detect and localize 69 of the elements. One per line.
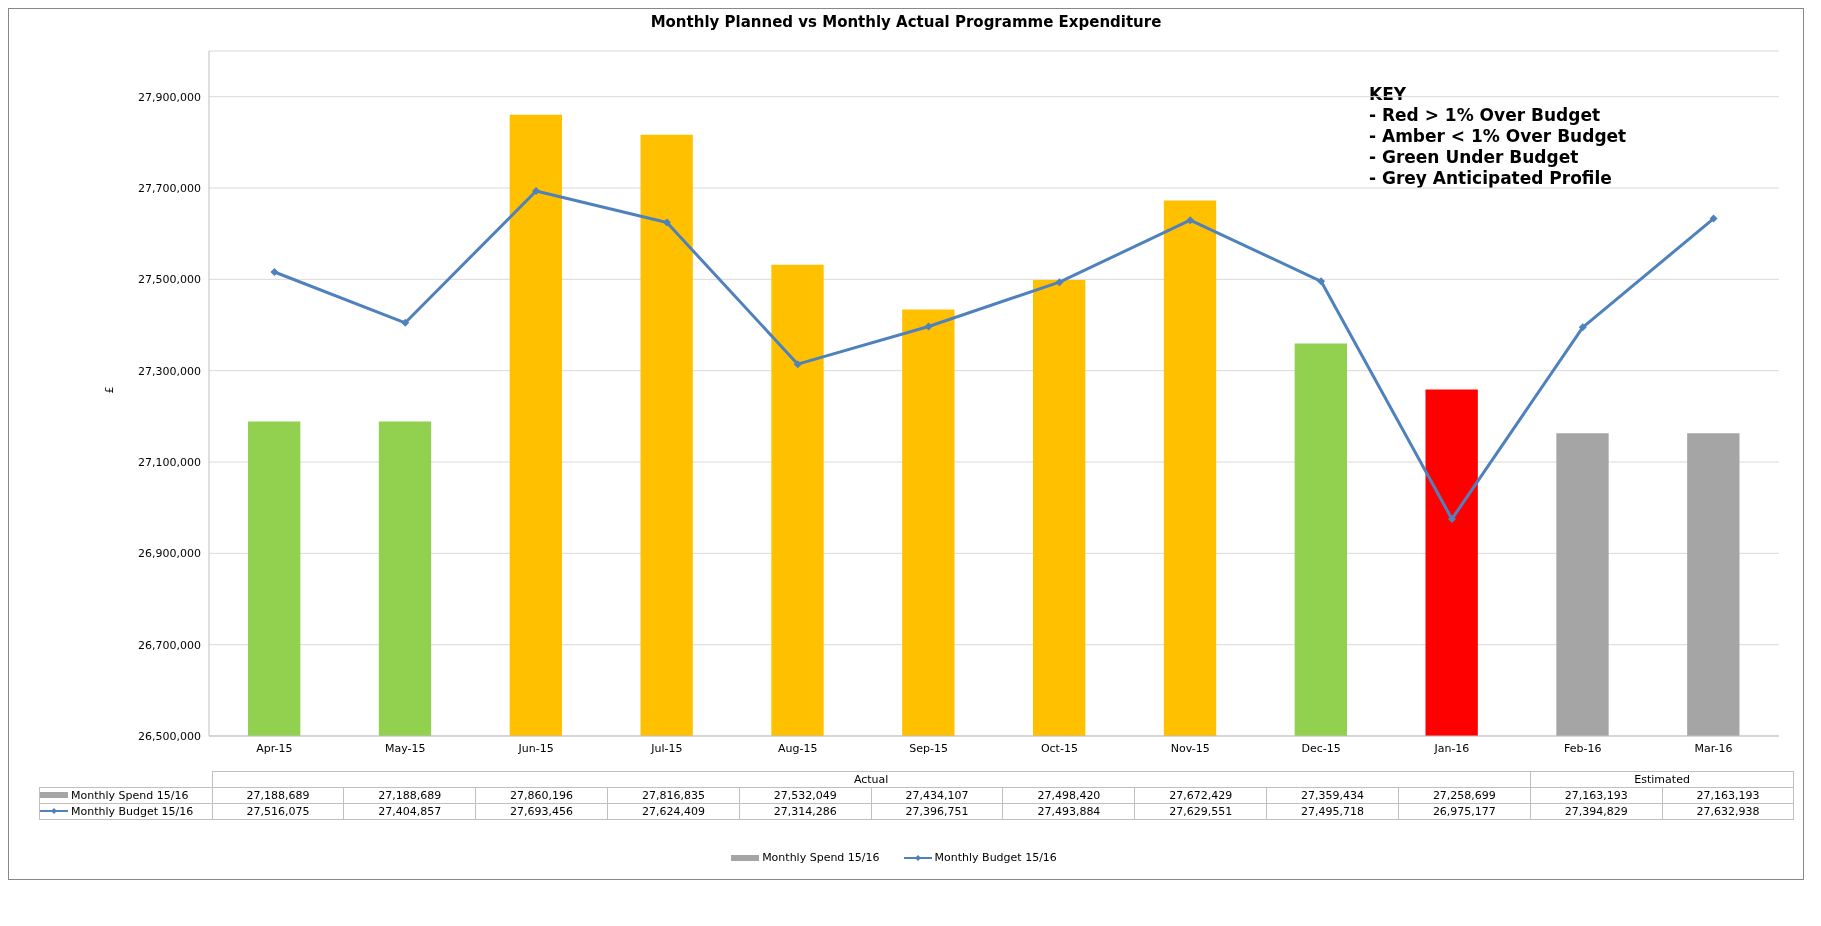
x-tick-label: Nov-15 (1170, 741, 1210, 755)
data-label: 27,188,689 (343, 787, 476, 804)
annotation: - Grey Anticipated Profile (1369, 168, 1613, 189)
x-tick-label: Apr-15 (256, 741, 293, 755)
data-label: 27,359,434 (1266, 787, 1399, 804)
point (1317, 277, 1326, 286)
x-tick-label: Jul-15 (650, 741, 683, 755)
annotation: - Amber < 1% Over Budget (1369, 126, 1627, 147)
y-tick-label: 27,900,000 (138, 90, 201, 104)
data-label: 27,188,689 (212, 787, 344, 804)
point (270, 267, 279, 276)
y-tick-label: 27,100,000 (138, 455, 201, 469)
data-label: 27,404,857 (343, 803, 476, 820)
y-tick-label: 27,300,000 (138, 364, 201, 378)
legend-label: Monthly Spend 15/16 (39, 787, 212, 804)
x-tick-label: Sep-15 (909, 741, 948, 755)
data-label: 27,396,751 (871, 803, 1003, 820)
data-label: 27,258,699 (1398, 787, 1531, 804)
data-label: 27,495,718 (1266, 803, 1399, 820)
point (1447, 515, 1456, 523)
text: Estimated (1530, 771, 1794, 788)
point (1578, 323, 1587, 332)
data-label: 27,163,193 (1530, 787, 1663, 804)
data-label: 27,672,429 (1134, 787, 1267, 804)
y-tick-label: 27,700,000 (138, 181, 201, 195)
data-label: 27,394,829 (1530, 803, 1663, 820)
x-tick-label: Jan-16 (1433, 741, 1470, 755)
point (924, 322, 933, 331)
y-tick-label: 26,500,000 (138, 729, 201, 743)
point (532, 186, 541, 195)
data-label: 27,493,884 (1002, 803, 1135, 820)
point (793, 360, 802, 369)
y-axis-title: £ (102, 386, 116, 394)
data-label: 27,632,938 (1662, 803, 1794, 820)
x-tick-label: Aug-15 (778, 741, 818, 755)
y-tick-label: 26,900,000 (138, 547, 201, 561)
data-label: 27,816,835 (607, 787, 740, 804)
chart-title: Monthly Planned vs Monthly Actual Programme Expenditure (649, 12, 1163, 31)
annotation: - Red > 1% Over Budget (1369, 105, 1602, 126)
data-label: 27,434,107 (871, 787, 1003, 804)
data-label: 27,629,551 (1134, 803, 1267, 820)
data-label: 27,163,193 (1662, 787, 1794, 804)
point (1709, 214, 1718, 223)
y-tick-label: 26,700,000 (138, 638, 201, 652)
data-label: 27,693,456 (475, 803, 608, 820)
point (662, 218, 671, 227)
annotation: - Green Under Budget (1369, 147, 1580, 168)
legend-label: Monthly Budget 15/16 (39, 803, 212, 820)
point (1186, 216, 1195, 225)
x-tick-label: Oct-15 (1040, 741, 1078, 755)
data-label: 27,498,420 (1002, 787, 1135, 804)
data-label: 27,314,286 (739, 803, 872, 820)
data-label: 27,532,049 (739, 787, 872, 804)
x-tick-label: May-15 (384, 741, 426, 755)
y-tick-label: 27,500,000 (138, 273, 201, 287)
data-label: 27,860,196 (475, 787, 608, 804)
point (401, 318, 410, 327)
x-tick-label: Mar-16 (1694, 741, 1733, 755)
data-label: 26,975,177 (1398, 803, 1531, 820)
x-tick-label: Feb-16 (1564, 741, 1602, 755)
text: Actual (212, 771, 1531, 788)
data-label: 27,624,409 (607, 803, 740, 820)
text: Monthly Budget 15/16 (934, 851, 1057, 864)
data-label: 27,516,075 (212, 803, 344, 820)
text: Monthly Spend 15/16 (762, 851, 880, 864)
x-tick-label: Dec-15 (1301, 741, 1341, 755)
point (1055, 278, 1064, 287)
x-tick-label: Jun-15 (517, 741, 554, 755)
annotation: KEY (1369, 84, 1408, 105)
